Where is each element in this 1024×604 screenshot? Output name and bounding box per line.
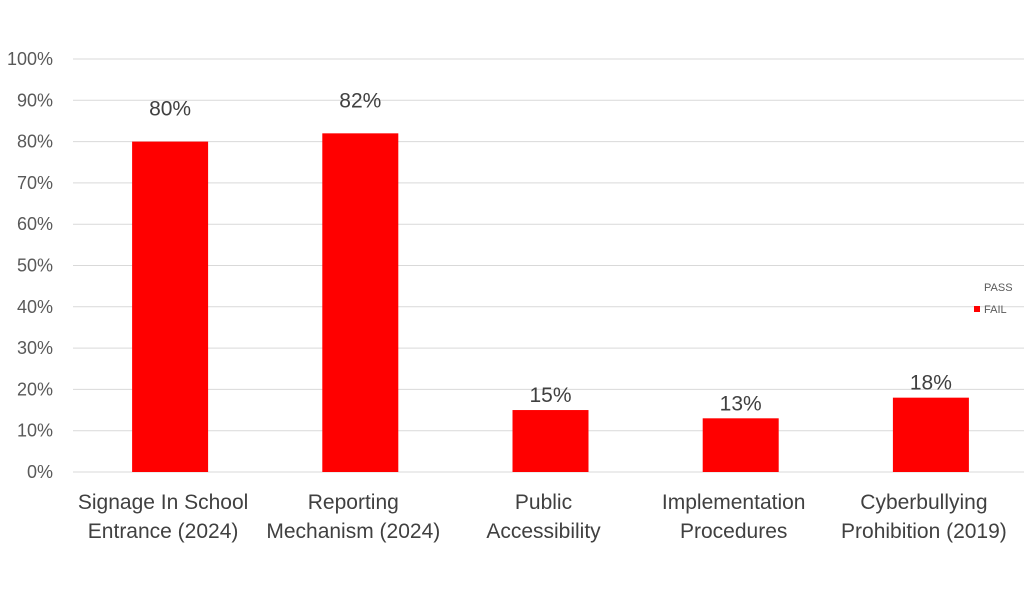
- bar-fail: [512, 410, 589, 472]
- x-tick-label-line: Signage In School: [78, 491, 248, 514]
- x-tick-label-line: Entrance (2024): [88, 520, 239, 543]
- legend-swatch: [974, 284, 980, 290]
- y-tick-label: 10%: [17, 421, 53, 441]
- x-tick-label: Cyberbullying Prohibition (2019): [841, 491, 1007, 543]
- data-label: 15%: [529, 384, 571, 407]
- x-tick-label-line: Implementation: [662, 491, 806, 514]
- bar-fail: [132, 141, 209, 472]
- x-tick-label-line: Mechanism (2024): [266, 520, 440, 543]
- legend: PASS FAIL: [974, 282, 1013, 316]
- y-axis-ticks: 0% 10% 20% 30% 40% 50% 60% 70% 80% 90% 100%: [7, 49, 53, 482]
- y-tick-label: 60%: [17, 214, 53, 234]
- x-axis-ticks: Signage In School Entrance (2024) Reportin…: [78, 491, 1007, 543]
- x-tick-label-line: Reporting: [308, 491, 399, 514]
- y-tick-label: 50%: [17, 256, 53, 276]
- bars: [132, 133, 969, 472]
- x-tick-label: Implementation Procedures: [662, 491, 806, 543]
- data-label: 18%: [910, 372, 952, 395]
- legend-label: FAIL: [984, 304, 1007, 316]
- x-tick-label: Reporting Mechanism (2024): [266, 491, 440, 543]
- x-tick-label-line: Accessibility: [486, 520, 601, 543]
- y-tick-label: 90%: [17, 90, 53, 110]
- y-tick-label: 40%: [17, 297, 53, 317]
- y-tick-label: 30%: [17, 338, 53, 358]
- bar-fail: [702, 418, 779, 472]
- bar-fail: [892, 397, 969, 472]
- data-label: 80%: [149, 98, 191, 121]
- y-tick-label: 20%: [17, 379, 53, 399]
- data-labels: 80% 82% 15% 13% 18%: [149, 89, 952, 415]
- data-label: 13%: [720, 392, 762, 415]
- data-label: 82%: [339, 89, 381, 112]
- x-tick-label-line: Cyberbullying: [860, 491, 987, 514]
- x-tick-label-line: Public: [515, 491, 572, 514]
- legend-swatch: [974, 306, 980, 312]
- bar-fail: [322, 133, 399, 472]
- gridlines: [73, 58, 1024, 473]
- x-tick-label-line: Prohibition (2019): [841, 520, 1007, 543]
- y-tick-label: 80%: [17, 132, 53, 152]
- y-tick-label: 100%: [7, 49, 53, 69]
- legend-label: PASS: [984, 282, 1013, 294]
- x-tick-label: Public Accessibility: [486, 491, 601, 543]
- y-tick-label: 70%: [17, 173, 53, 193]
- y-tick-label: 0%: [27, 462, 53, 482]
- x-tick-label-line: Procedures: [680, 520, 787, 543]
- x-tick-label: Signage In School Entrance (2024): [78, 491, 248, 543]
